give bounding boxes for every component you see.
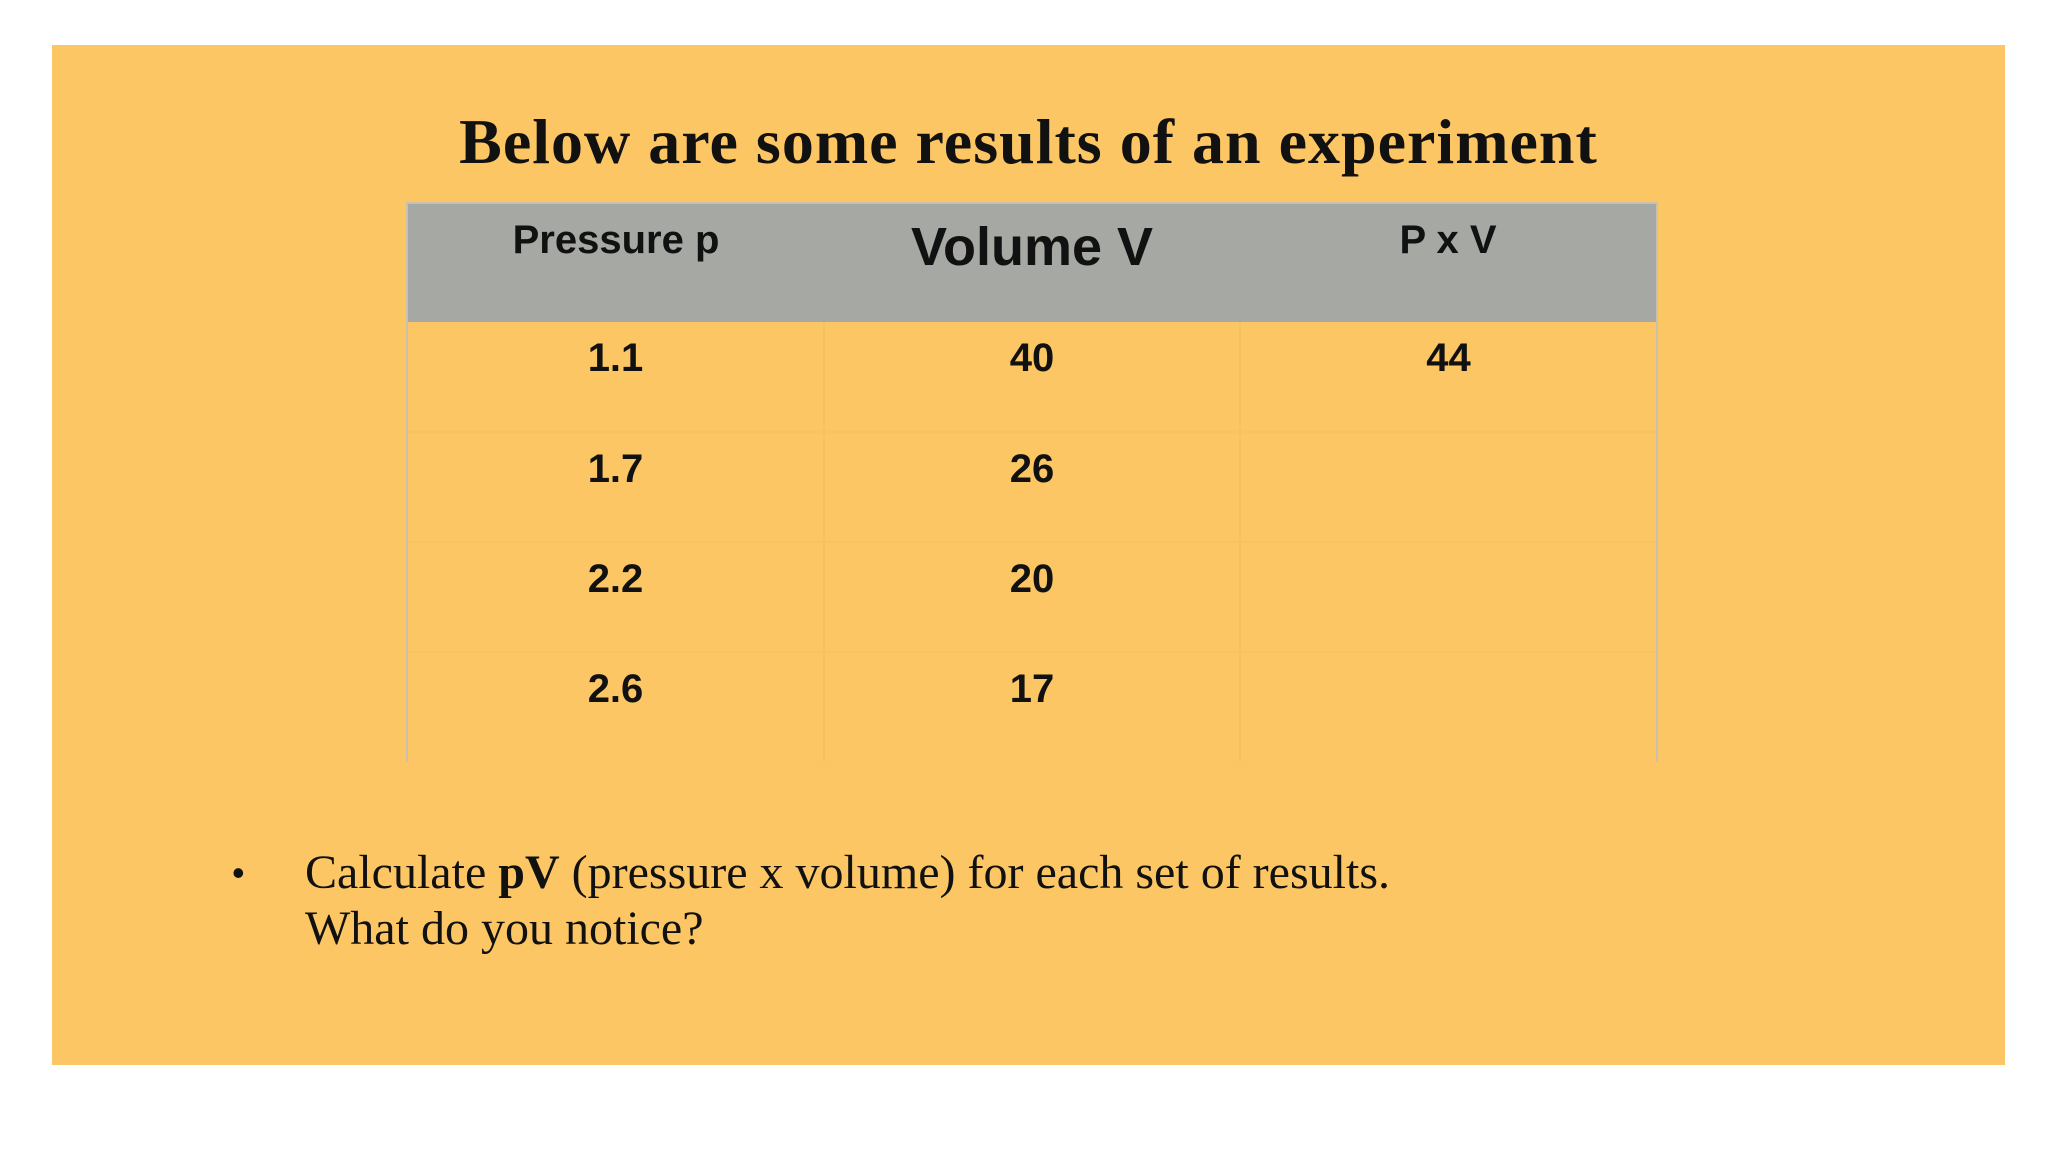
- bullet-bold-term: pV: [498, 846, 560, 899]
- cell-volume: 40: [824, 322, 1241, 433]
- header-pressure-label: Pressure p: [512, 218, 720, 262]
- bullet-suffix: (pressure x volume) for each set of resu…: [559, 846, 1390, 899]
- cell-pv: [1240, 652, 1656, 762]
- header-volume: Volume V: [824, 204, 1240, 322]
- bullet-text: Calculate pV (pressure x volume) for eac…: [305, 845, 1932, 957]
- slide-title: Below are some results of an experiment: [459, 106, 1598, 177]
- slide: Below are some results of an experiment …: [52, 45, 2005, 1065]
- cell-pv: [1240, 542, 1656, 653]
- table-row: 1.7 26: [408, 432, 1656, 543]
- cell-pressure: 2.6: [408, 652, 825, 762]
- cell-volume: 26: [824, 432, 1241, 543]
- cell-pv: [1240, 432, 1656, 543]
- cell-pressure: 1.7: [408, 432, 825, 543]
- table-row: 1.1 40 44: [408, 322, 1656, 433]
- header-pressure: Pressure p: [408, 204, 824, 322]
- cell-volume: 17: [824, 652, 1241, 762]
- header-pv: P x V: [1240, 204, 1656, 322]
- results-table: Pressure p Volume V P x V 1.1 40 44 1.7 …: [406, 202, 1658, 762]
- cell-pressure: 1.1: [408, 322, 825, 433]
- cell-pressure: 2.2: [408, 542, 825, 653]
- cell-pv: 44: [1240, 322, 1656, 433]
- table-header-row: Pressure p Volume V P x V: [408, 204, 1656, 322]
- header-pv-label: P x V: [1399, 218, 1497, 262]
- bullet-marker: •: [232, 852, 245, 893]
- bullet-question: What do you notice?: [305, 902, 704, 955]
- table-row: 2.6 17: [408, 652, 1656, 762]
- table-row: 2.2 20: [408, 542, 1656, 653]
- header-volume-label: Volume V: [910, 217, 1154, 277]
- cell-volume: 20: [824, 542, 1241, 653]
- bullet-prefix: Calculate: [305, 846, 499, 899]
- bullet-item: • Calculate pV (pressure x volume) for e…: [232, 845, 1932, 957]
